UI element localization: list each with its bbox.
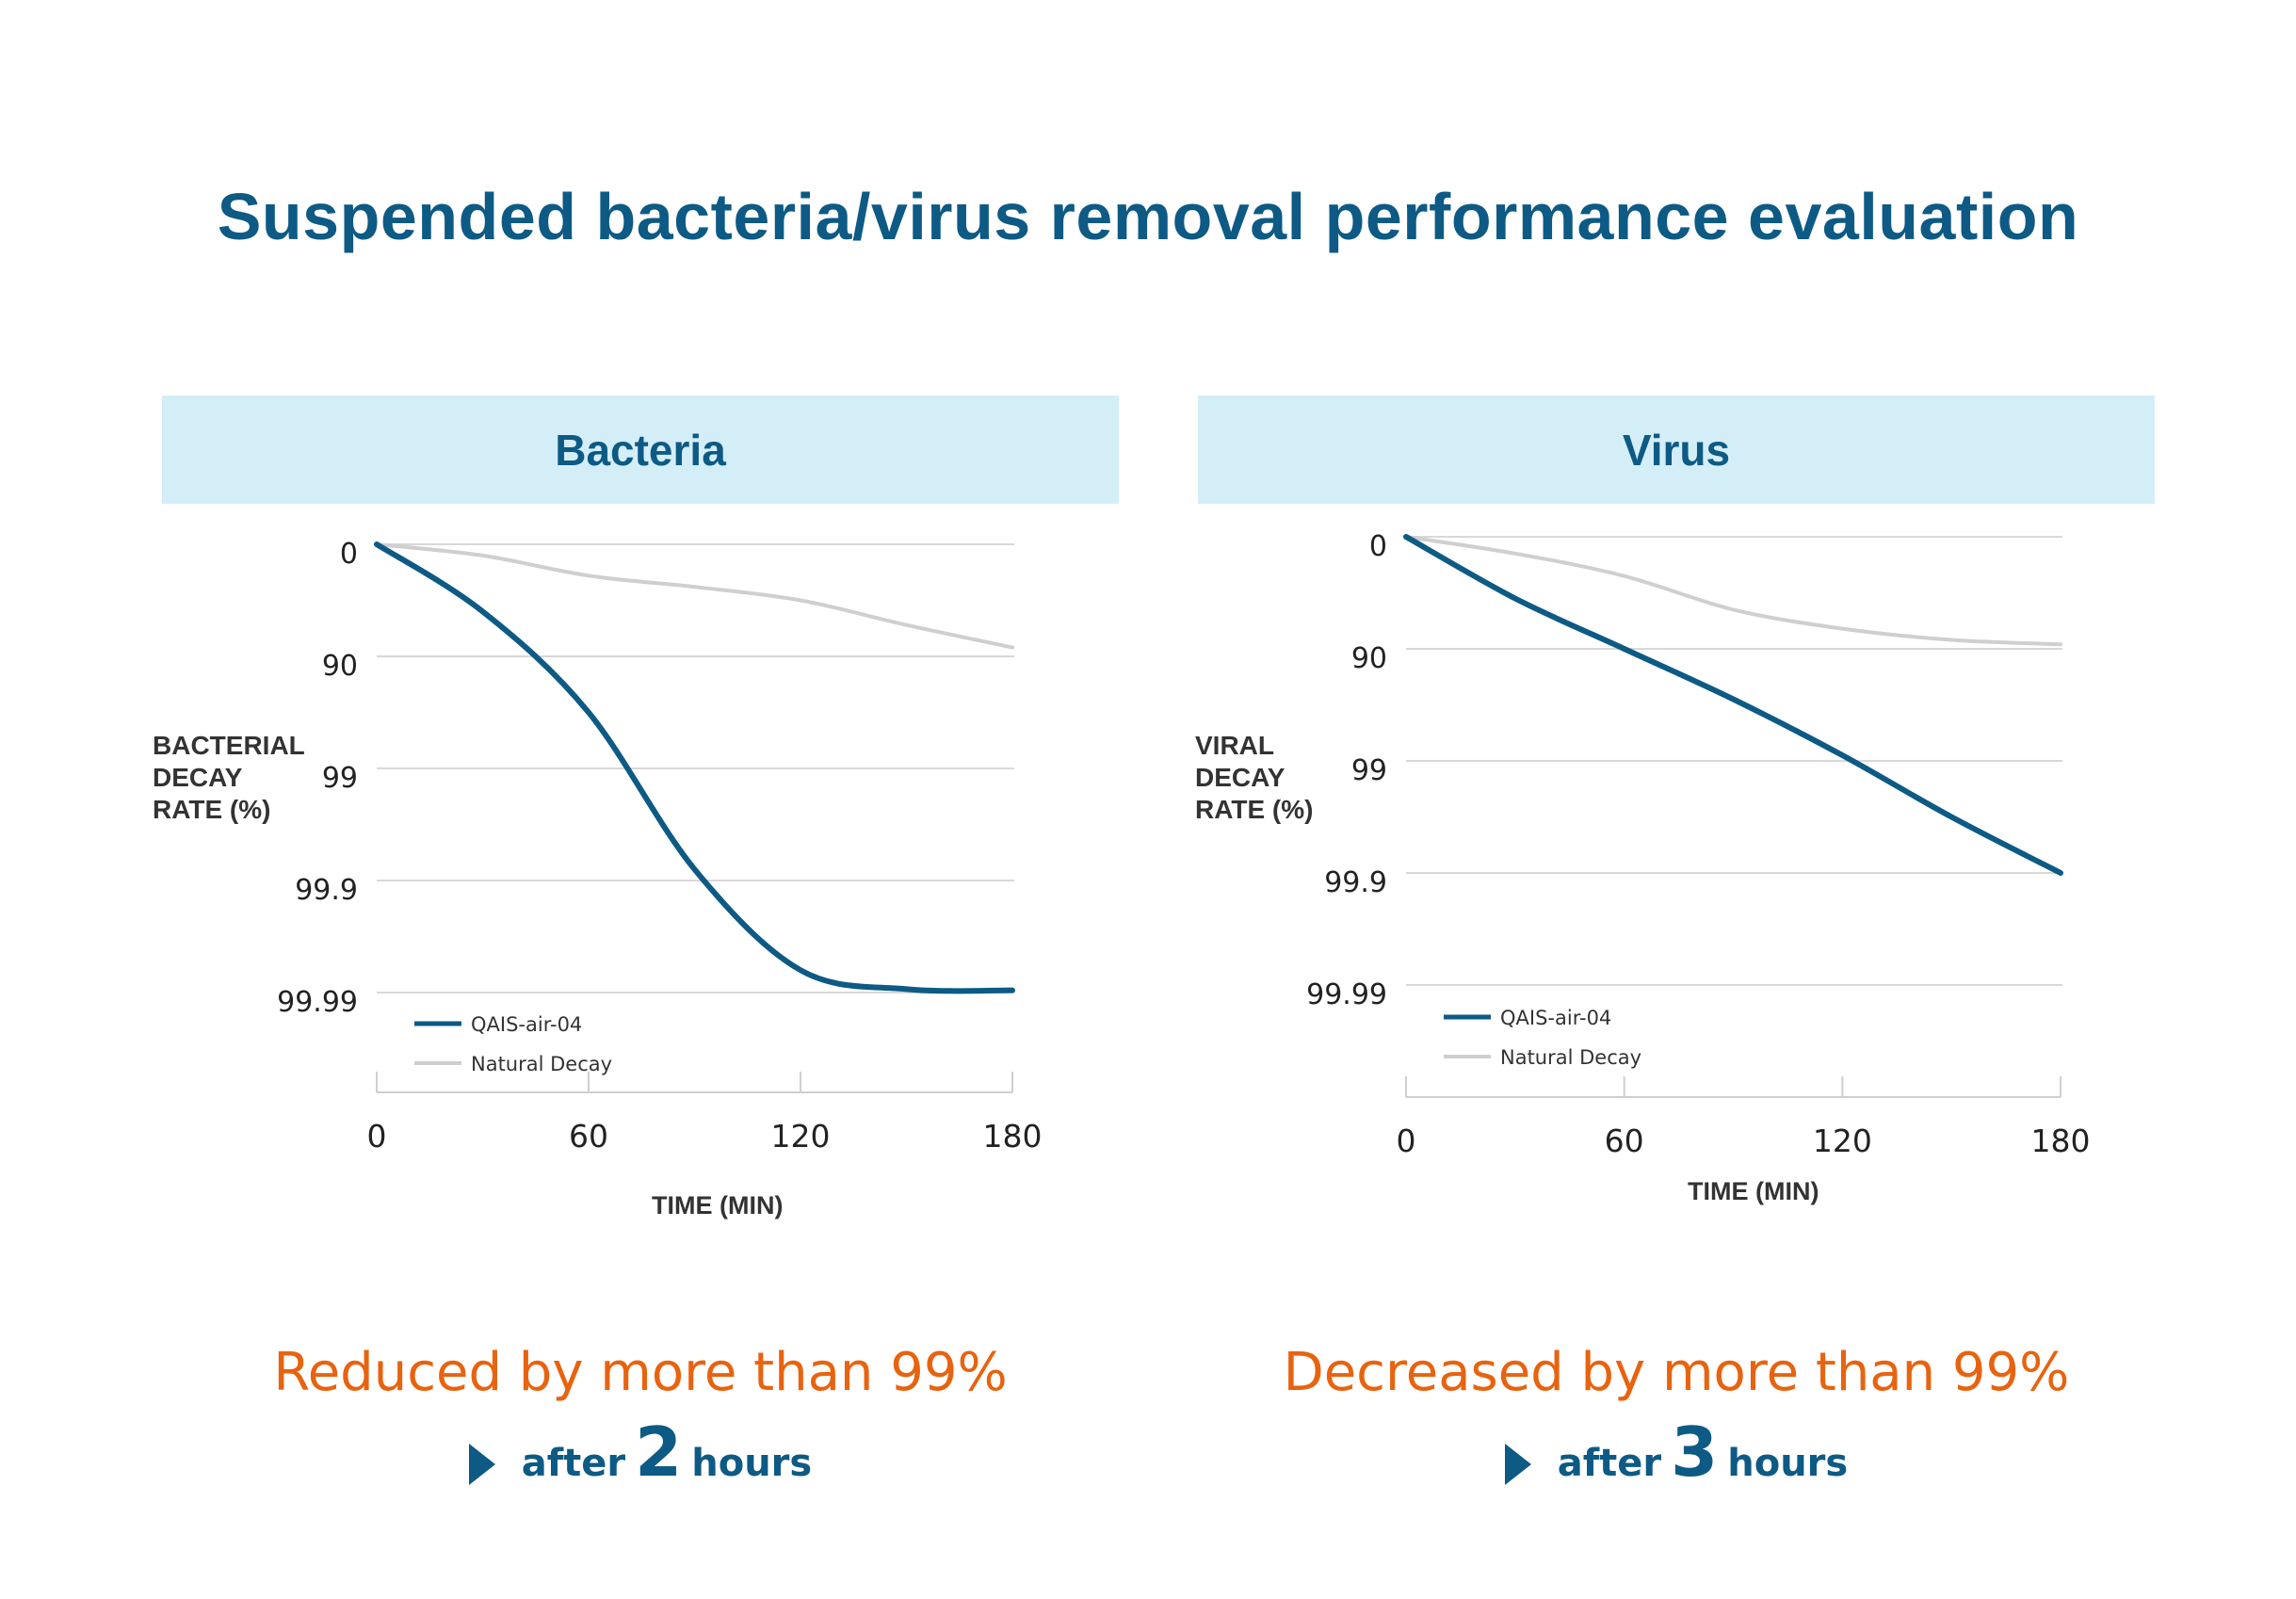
x-tick-label: 60 <box>1605 1123 1644 1159</box>
x-tick-label: 180 <box>983 1118 1043 1155</box>
bacteria-y-axis-label: BACTERIAL DECAY RATE (%) <box>153 731 305 824</box>
series-line-natural-decay <box>375 542 1014 650</box>
x-tick-label: 120 <box>771 1118 831 1155</box>
virus-header: Virus <box>1198 396 2155 504</box>
y-tick-label: 99 <box>1351 754 1387 787</box>
bacteria-x-axis-label: TIME (MIN) <box>652 1191 784 1219</box>
y-tick-label: 99 <box>322 762 358 795</box>
series-line-qais-air-04 <box>1403 534 2063 876</box>
bacteria-chart: 0 90 99 99.9 99.99 0 60 120 180 QAIS-air-04 Natura… <box>277 538 1043 1155</box>
y-tick-label: 0 <box>1369 530 1387 563</box>
bacteria-panel: Bacteria BACTERIAL DECAY RATE (%) 0 90 99 9… <box>153 396 1119 1582</box>
bacteria-result-text: Reduced by more than 99% <box>273 1342 1008 1403</box>
x-tick-label: 60 <box>569 1118 608 1155</box>
x-tick-label: 180 <box>2031 1123 2091 1159</box>
legend-label: QAIS-air-04 <box>471 1013 582 1036</box>
y-tick-label: 99.99 <box>1306 978 1387 1011</box>
virus-panel: Virus VIRAL DECAY RATE (%) 0 90 99 99.9 99.9… <box>1195 396 2155 1582</box>
x-tick-label: 0 <box>1397 1123 1416 1159</box>
y-tick-label: 99.9 <box>295 874 358 907</box>
x-tick-label: 120 <box>1813 1123 1872 1159</box>
y-tick-label: 90 <box>1351 642 1387 675</box>
series-line-natural-decay <box>1404 535 2062 647</box>
legend-label: Natural Decay <box>471 1053 612 1075</box>
play-arrow-icon <box>1504 1444 1531 1485</box>
bacteria-after-line: after 2 hours <box>162 1413 1119 1492</box>
y-tick-label: 0 <box>340 538 358 571</box>
bacteria-header: Bacteria <box>162 396 1119 504</box>
virus-after-line: after 3 hours <box>1198 1413 2155 1492</box>
virus-result-text: Decreased by more than 99% <box>1283 1342 2070 1403</box>
x-tick-label: 0 <box>367 1118 387 1155</box>
y-tick-label: 90 <box>322 650 358 683</box>
y-tick-label: 99.9 <box>1324 866 1387 899</box>
y-tick-label: 99.99 <box>277 986 358 1019</box>
virus-y-axis-label: VIRAL DECAY RATE (%) <box>1195 731 1314 824</box>
play-arrow-icon <box>468 1444 495 1485</box>
legend-label: QAIS-air-04 <box>1500 1007 1611 1029</box>
page-title: Suspended bacteria/virus removal perform… <box>217 180 2079 253</box>
virus-x-axis-label: TIME (MIN) <box>1688 1177 1819 1205</box>
series-line-qais-air-04 <box>374 541 1015 994</box>
legend-label: Natural Decay <box>1500 1046 1641 1069</box>
virus-chart: 0 90 99 99.9 99.99 0 60 120 180 QAIS-air-04 Natura… <box>1306 530 2091 1159</box>
